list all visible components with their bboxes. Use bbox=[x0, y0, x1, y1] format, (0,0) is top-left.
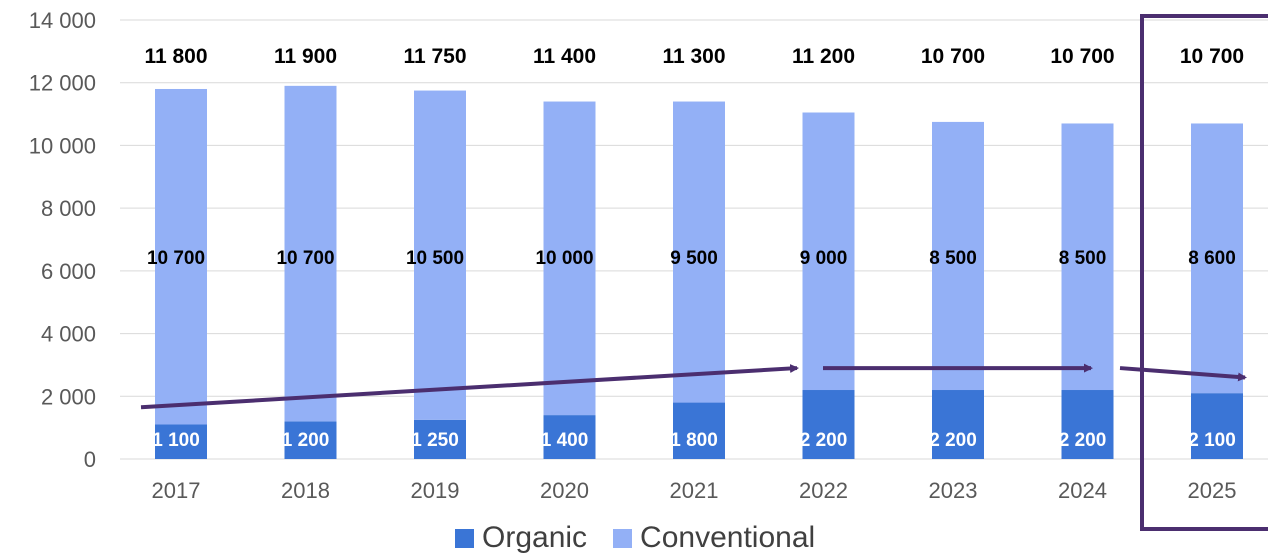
highlight-box-2025 bbox=[1140, 14, 1268, 531]
y-tick-label: 2 000 bbox=[41, 384, 96, 409]
x-tick-label: 2023 bbox=[929, 478, 978, 503]
total-label: 10 700 bbox=[1180, 45, 1244, 68]
x-tick-label: 2019 bbox=[411, 478, 460, 503]
legend: Organic Conventional bbox=[455, 521, 841, 555]
total-label: 11 300 bbox=[662, 45, 725, 68]
legend-swatch-organic bbox=[455, 528, 474, 548]
bar-conventional bbox=[1191, 123, 1243, 394]
legend-label-conventional: Conventional bbox=[640, 521, 816, 554]
trend-arrow bbox=[140, 363, 799, 410]
y-tick-label: 12 000 bbox=[29, 71, 96, 96]
data-label-conventional: 8 500 bbox=[1059, 248, 1107, 269]
data-label-organic: 1 800 bbox=[670, 430, 718, 451]
bar-conventional bbox=[673, 101, 725, 403]
y-tick-label: 14 000 bbox=[29, 8, 96, 33]
data-label-organic: 2 200 bbox=[929, 430, 977, 451]
y-axis-ticks: 0 2 000 4 000 6 000 8 000 10 000 12 000 14 000 bbox=[29, 8, 96, 472]
data-label-conventional: 10 000 bbox=[535, 248, 593, 269]
data-label-organic: 1 400 bbox=[541, 430, 589, 451]
data-label-organic: 1 100 bbox=[152, 430, 200, 451]
bar-organic bbox=[802, 390, 855, 459]
bar-conventional bbox=[543, 101, 596, 416]
total-label: 11 900 bbox=[274, 45, 337, 68]
y-tick-label: 8 000 bbox=[41, 196, 96, 221]
highlight-box bbox=[1140, 14, 1268, 531]
x-tick-label: 2022 bbox=[799, 478, 848, 503]
data-label-conventional: 9 500 bbox=[670, 248, 718, 269]
legend-swatch-conventional bbox=[613, 528, 633, 548]
x-tick-label: 2020 bbox=[540, 478, 589, 503]
total-label: 11 750 bbox=[403, 45, 466, 68]
legend-item-conventional: Conventional bbox=[613, 521, 815, 555]
bar-organic bbox=[673, 402, 725, 459]
total-label: 10 700 bbox=[921, 45, 985, 68]
x-axis-ticks: 2017 2018 2019 2020 2021 2022 2023 2024 2025 bbox=[152, 478, 1237, 503]
data-label-conventional: 8 500 bbox=[929, 248, 977, 269]
bar-conventional bbox=[802, 112, 855, 391]
y-tick-label: 0 bbox=[84, 447, 96, 472]
data-label-organic: 1 200 bbox=[282, 430, 330, 451]
data-label-organic: 1 250 bbox=[411, 430, 459, 451]
data-labels: 11 800 10 700 1 100 11 900 10 700 1 200 11 750… bbox=[144, 45, 1244, 451]
x-tick-label: 2018 bbox=[281, 478, 330, 503]
total-label: 11 800 bbox=[144, 45, 207, 68]
x-tick-label: 2017 bbox=[152, 478, 201, 503]
total-label: 11 400 bbox=[533, 45, 596, 68]
bars bbox=[155, 85, 1243, 459]
y-tick-label: 6 000 bbox=[41, 259, 96, 284]
data-label-conventional: 10 700 bbox=[147, 248, 205, 269]
bar-organic bbox=[932, 390, 984, 459]
data-label-conventional: 10 700 bbox=[276, 248, 334, 269]
x-tick-label: 2025 bbox=[1188, 478, 1237, 503]
total-label: 10 700 bbox=[1050, 45, 1114, 68]
total-label: 11 200 bbox=[792, 45, 855, 68]
data-label-organic: 2 200 bbox=[1059, 430, 1107, 451]
y-tick-label: 4 000 bbox=[41, 322, 96, 347]
data-label-conventional: 8 600 bbox=[1188, 248, 1236, 269]
bar-conventional bbox=[1061, 123, 1114, 391]
data-label-conventional: 10 500 bbox=[406, 248, 464, 269]
bar-organic bbox=[414, 419, 466, 459]
bar-conventional bbox=[284, 85, 337, 422]
bar-conventional bbox=[414, 90, 466, 420]
x-tick-label: 2021 bbox=[670, 478, 719, 503]
x-tick-label: 2024 bbox=[1058, 478, 1107, 503]
bar-conventional bbox=[155, 88, 207, 425]
bar-conventional bbox=[932, 121, 984, 391]
data-label-organic: 2 200 bbox=[800, 430, 848, 451]
data-label-organic: 2 100 bbox=[1188, 430, 1236, 451]
y-tick-label: 10 000 bbox=[29, 133, 96, 158]
data-label-conventional: 9 000 bbox=[800, 248, 848, 269]
bar-organic bbox=[543, 415, 596, 459]
bar-organic bbox=[1061, 390, 1114, 459]
bar-organic bbox=[284, 421, 337, 459]
bar-organic bbox=[1191, 393, 1243, 459]
legend-label-organic: Organic bbox=[482, 521, 588, 554]
bar-organic bbox=[155, 424, 207, 459]
legend-item-organic: Organic bbox=[455, 521, 587, 555]
